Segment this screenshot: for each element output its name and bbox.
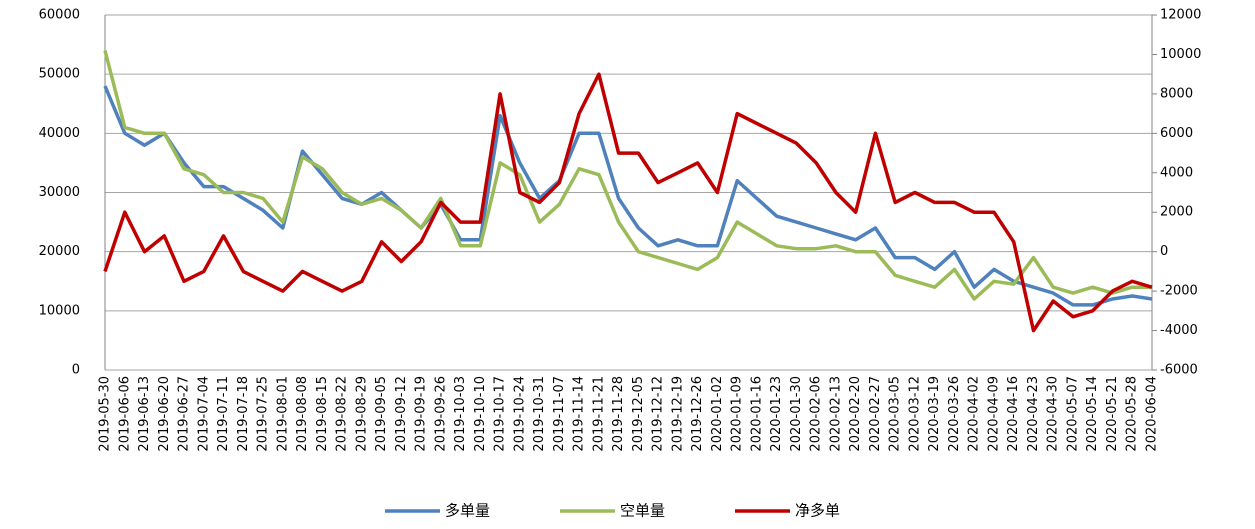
legend-label: 净多单 — [795, 502, 840, 520]
x-tick-label: 2020-03-05 — [888, 376, 903, 452]
x-tick-label: 2019-11-28 — [611, 376, 626, 452]
x-tick-label: 2020-02-06 — [809, 376, 824, 452]
x-tick-label: 2019-12-19 — [670, 376, 685, 452]
x-tick-label: 2020-02-27 — [868, 376, 883, 452]
x-tick-label: 2019-11-21 — [591, 376, 606, 452]
y-tick-label: 20000 — [39, 244, 80, 259]
series-line — [103, 85, 1153, 307]
x-tick-label: 2019-07-25 — [256, 376, 271, 452]
x-tick-label: 2019-07-18 — [236, 376, 251, 452]
y2-tick-label: 10000 — [1160, 47, 1201, 62]
x-tick-label: 2019-08-08 — [295, 376, 310, 452]
x-tick-label: 2019-09-12 — [394, 376, 409, 452]
series-line — [103, 50, 1152, 301]
y2-tick-label: 12000 — [1160, 8, 1201, 23]
x-tick-label: 2020-03-12 — [907, 376, 922, 452]
x-tick-label: 2020-04-30 — [1046, 376, 1061, 452]
y2-tick-label: 2000 — [1160, 205, 1193, 220]
y-tick-label: 50000 — [39, 67, 80, 82]
x-tick-label: 2019-08-15 — [315, 376, 330, 452]
x-tick-label: 2019-11-14 — [572, 376, 587, 452]
x-tick-label: 2019-10-17 — [493, 376, 508, 452]
x-tick-label: 2019-09-26 — [433, 376, 448, 452]
x-tick-label: 2020-01-30 — [789, 376, 804, 452]
x-tick-label: 2019-08-01 — [275, 376, 290, 452]
x-tick-label: 2019-09-05 — [374, 376, 389, 452]
x-tick-label: 2019-09-19 — [414, 376, 429, 452]
x-tick-label: 2020-06-04 — [1145, 376, 1160, 452]
x-tick-label: 2019-12-12 — [651, 376, 666, 452]
series-line — [103, 72, 1153, 333]
x-tick-label: 2020-05-21 — [1105, 376, 1120, 452]
x-tick-label: 2020-02-20 — [848, 376, 863, 452]
x-tick-label: 2019-10-24 — [512, 376, 527, 452]
x-tick-label: 2019-06-27 — [177, 376, 192, 452]
x-tick-label: 2019-08-22 — [335, 376, 350, 452]
y2-tick-label: -6000 — [1160, 363, 1198, 378]
x-tick-label: 2019-07-04 — [196, 376, 211, 452]
y2-tick-label: -2000 — [1160, 284, 1198, 299]
x-tick-label: 2019-12-05 — [631, 376, 646, 452]
y2-tick-label: 6000 — [1160, 126, 1193, 141]
x-tick-label: 2019-11-07 — [552, 376, 567, 452]
x-tick-label: 2020-01-02 — [710, 376, 725, 452]
legend-label: 空单量 — [620, 502, 665, 520]
x-tick-label: 2020-04-16 — [1006, 376, 1021, 452]
x-tick-label: 2019-08-29 — [354, 376, 369, 452]
y-tick-label: 60000 — [39, 8, 80, 23]
y-tick-label: 40000 — [39, 126, 80, 141]
legend-label: 多单量 — [445, 502, 490, 520]
x-tick-label: 2019-06-13 — [137, 376, 152, 452]
x-tick-label: 2020-02-13 — [828, 376, 843, 452]
y-tick-label: 0 — [72, 363, 80, 378]
x-tick-label: 2019-10-10 — [473, 376, 488, 452]
y-tick-label: 30000 — [39, 185, 80, 200]
x-tick-label: 2020-03-19 — [927, 376, 942, 452]
x-tick-label: 2020-05-28 — [1125, 376, 1140, 452]
x-tick-label: 2020-03-26 — [947, 376, 962, 452]
x-tick-label: 2019-06-06 — [117, 376, 132, 452]
x-tick-label: 2019-10-03 — [453, 376, 468, 452]
x-tick-label: 2020-04-02 — [967, 376, 982, 452]
y2-tick-label: 4000 — [1160, 165, 1193, 180]
y2-tick-label: 8000 — [1160, 86, 1193, 101]
x-tick-label: 2020-01-23 — [769, 376, 784, 452]
x-tick-label: 2019-05-30 — [98, 376, 113, 452]
x-tick-label: 2020-05-07 — [1065, 376, 1080, 452]
x-tick-label: 2019-10-31 — [532, 376, 547, 452]
x-tick-label: 2019-06-20 — [157, 376, 172, 452]
x-tick-label: 2020-05-14 — [1085, 376, 1100, 452]
x-tick-label: 2020-01-16 — [749, 376, 764, 452]
y2-tick-label: 0 — [1160, 244, 1168, 259]
x-tick-label: 2019-12-26 — [690, 376, 705, 452]
x-tick-label: 2019-07-11 — [216, 376, 231, 452]
y-tick-label: 10000 — [39, 303, 80, 318]
x-tick-label: 2020-04-09 — [986, 376, 1001, 452]
x-tick-label: 2020-04-23 — [1026, 376, 1041, 452]
x-tick-label: 2020-01-09 — [730, 376, 745, 452]
y2-tick-label: -4000 — [1160, 323, 1198, 338]
